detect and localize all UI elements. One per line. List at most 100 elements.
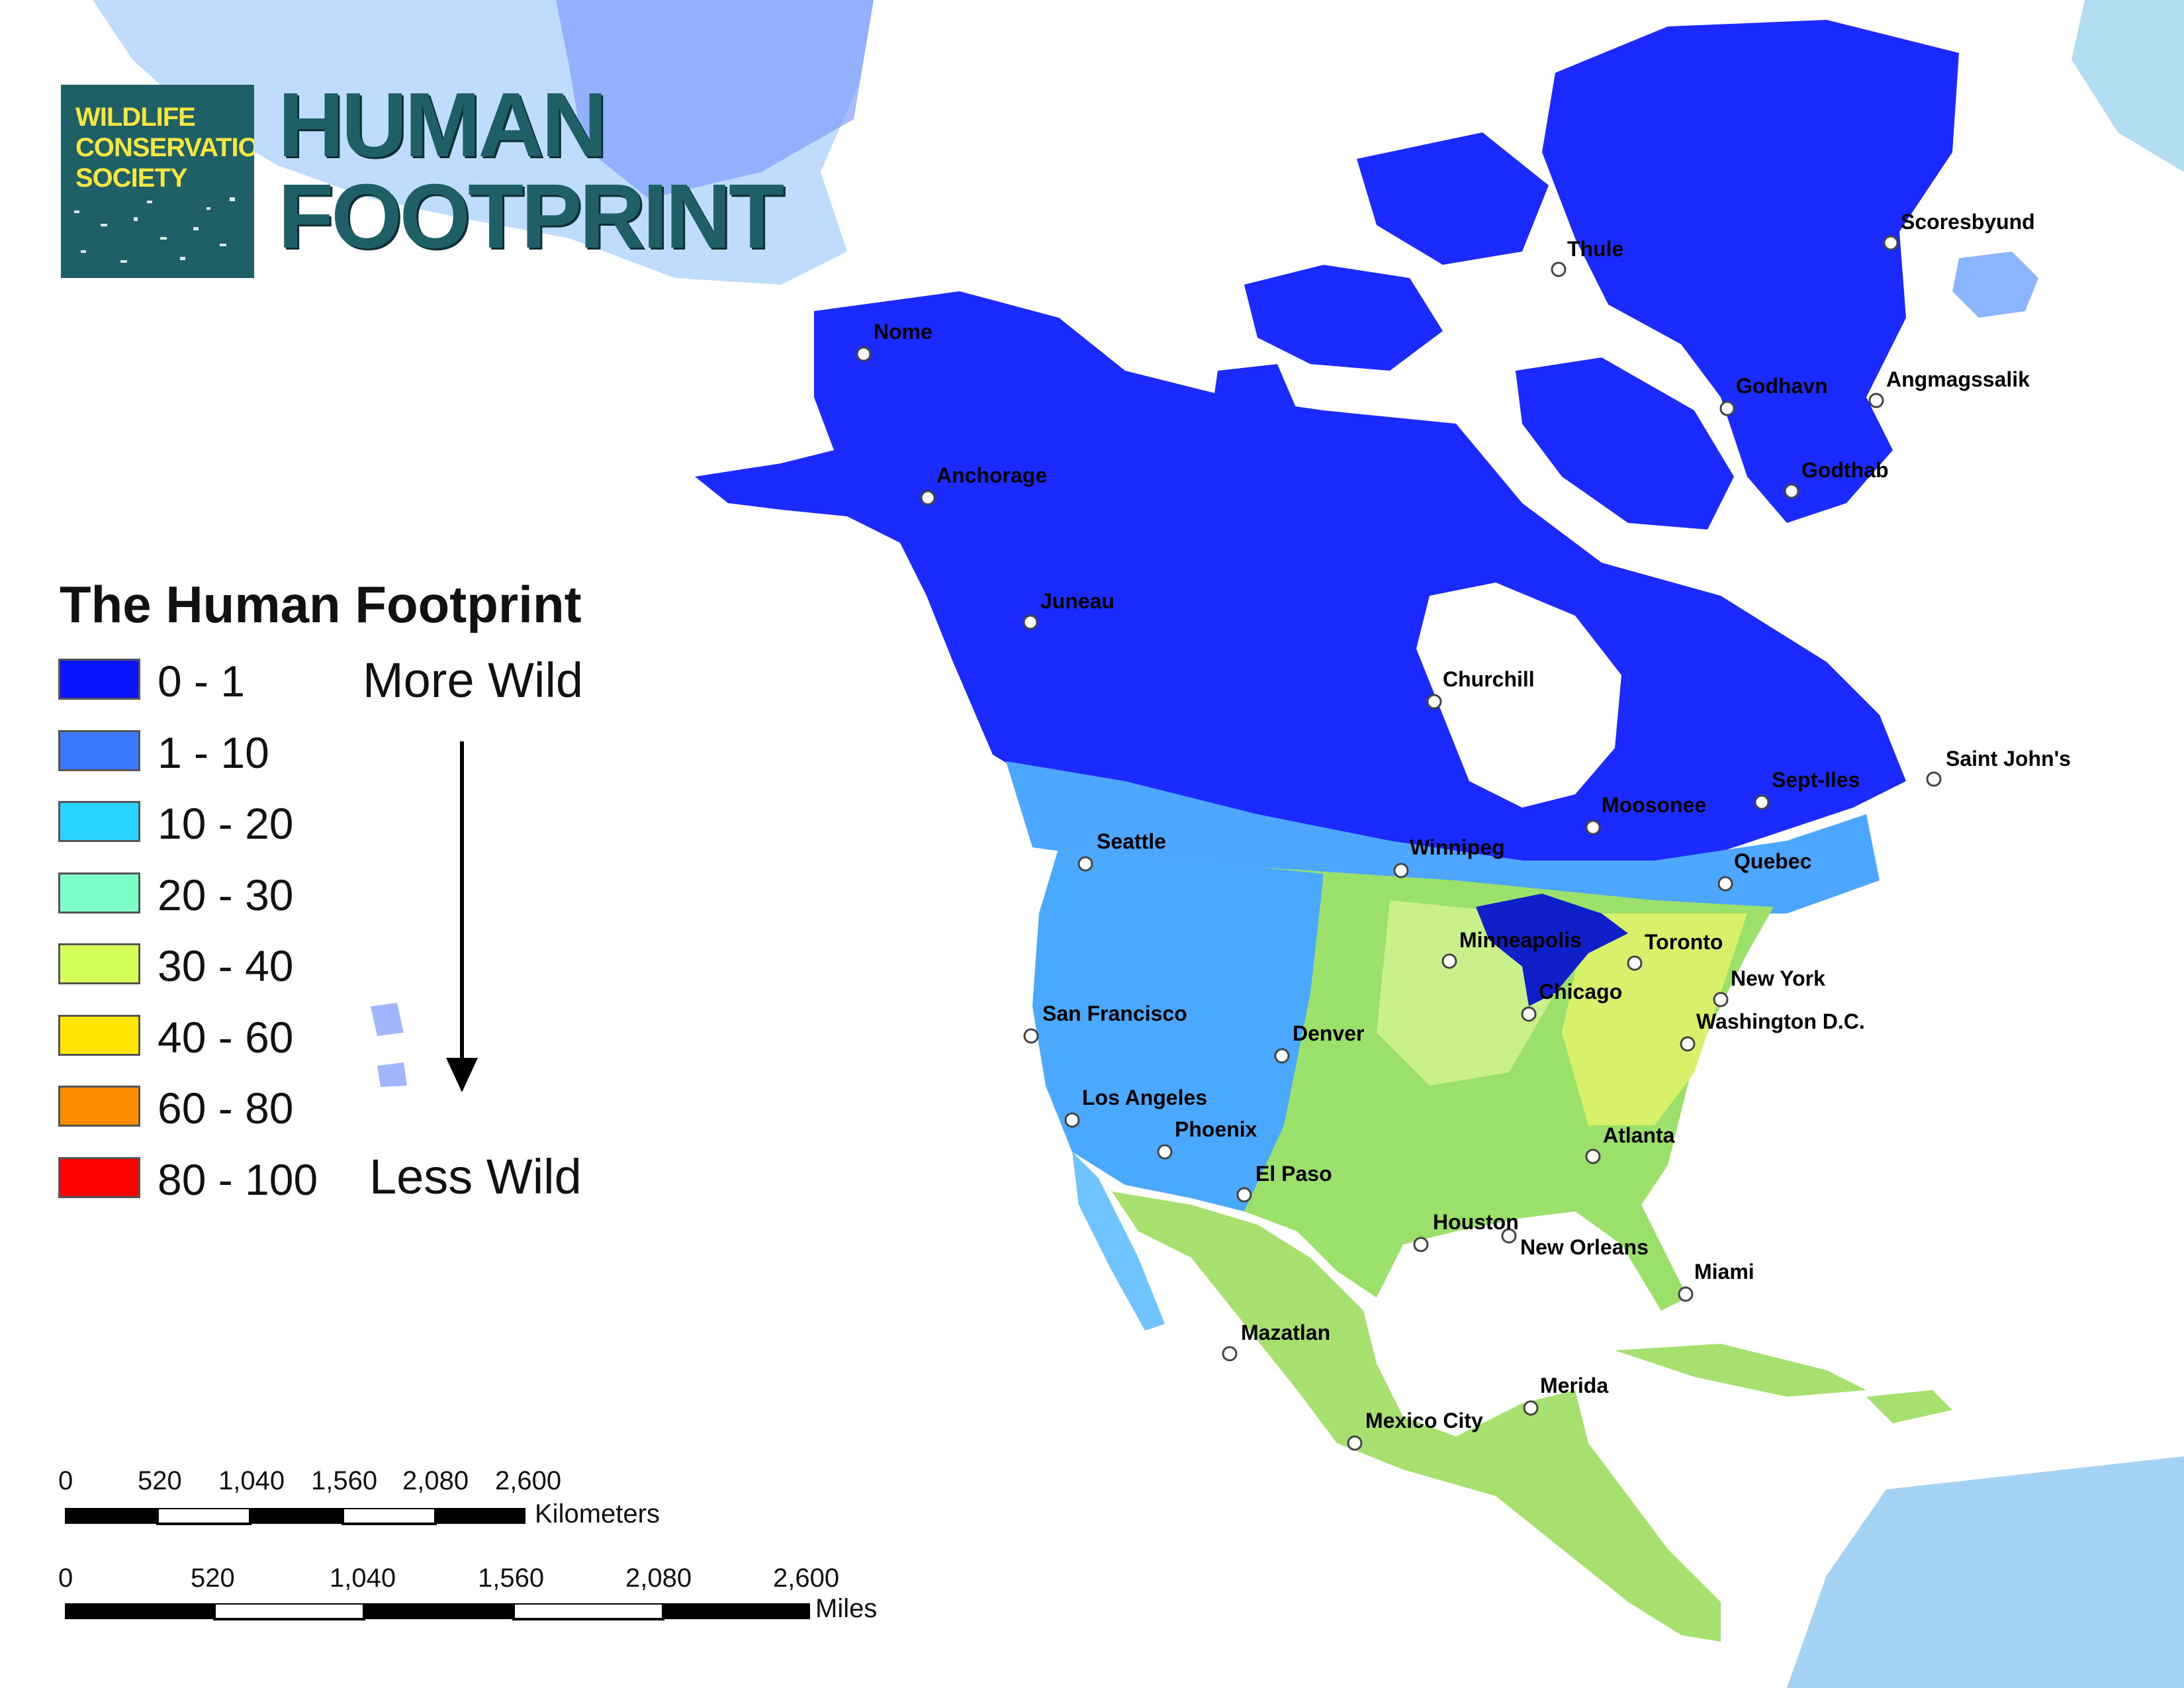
great-lakes — [1476, 894, 1628, 1006]
city-dot — [1393, 863, 1409, 878]
scale-km-tick: 2,600 — [495, 1466, 562, 1495]
city-dot — [1426, 694, 1442, 710]
city-dot — [1236, 1187, 1252, 1203]
europe-edge — [2071, 0, 2184, 172]
city-label-denver: Denver — [1293, 1021, 1365, 1045]
city-dot — [1678, 1286, 1694, 1302]
city-label-quebec: Quebec — [1734, 849, 1812, 873]
south-america-land — [1787, 1456, 2184, 1688]
city-dot — [1222, 1346, 1238, 1362]
city-label-churchill: Churchill — [1443, 667, 1535, 691]
southern-canada-band — [1006, 761, 1880, 914]
city-dot — [1585, 1149, 1601, 1164]
legend-swatch — [58, 730, 140, 771]
city-dot — [1883, 235, 1899, 251]
legend-label: 10 - 20 — [158, 799, 294, 848]
city-label-anchorage: Anchorage — [936, 463, 1048, 487]
city-label-mexico-city: Mexico City — [1365, 1409, 1483, 1432]
scale-mi-tick: 1,040 — [330, 1564, 396, 1593]
legend-label: 0 - 1 — [158, 657, 246, 706]
logo-line-2: CONSERVATION — [75, 133, 254, 162]
scale-mi-tick: 0 — [58, 1564, 73, 1593]
legend-label: 1 - 10 — [158, 728, 269, 777]
arctic-island-1 — [1244, 265, 1443, 371]
legend-swatch — [58, 1157, 140, 1198]
city-label-chicago: Chicago — [1539, 980, 1623, 1004]
scale-km-tick: 520 — [138, 1466, 182, 1495]
city-dot — [1501, 1228, 1517, 1244]
scale-mi-tick: 1,560 — [478, 1564, 545, 1593]
siberia-inner — [556, 0, 874, 199]
arctic-island-2 — [1357, 132, 1549, 265]
legend-swatch — [58, 801, 140, 842]
city-label-toronto: Toronto — [1645, 930, 1723, 954]
legend-label: 80 - 100 — [158, 1155, 318, 1204]
wildness-arrow — [446, 741, 478, 1092]
city-dot — [1077, 856, 1093, 872]
city-label-minneapolis: Minneapolis — [1459, 928, 1582, 952]
city-label-moosonee: Moosonee — [1602, 793, 1707, 817]
city-dot — [1274, 1048, 1290, 1064]
legend-title: The Human Footprint — [60, 575, 582, 633]
city-label-nome: Nome — [874, 320, 933, 344]
city-label-atlanta: Atlanta — [1603, 1123, 1675, 1147]
city-dot — [1441, 953, 1457, 969]
city-dot — [1064, 1112, 1080, 1128]
city-label-juneau: Juneau — [1040, 589, 1115, 613]
city-dot — [1551, 261, 1567, 277]
logo-line-1: WILDLIFE — [75, 103, 196, 132]
city-dot — [1523, 1400, 1539, 1416]
logo-pattern — [74, 197, 235, 263]
legend-label: 30 - 40 — [158, 941, 294, 990]
city-label-saint-johns: Saint John's — [1946, 747, 2071, 771]
city-dot — [1585, 820, 1601, 835]
city-label-seattle: Seattle — [1097, 829, 1166, 853]
cuba — [1615, 1344, 1866, 1397]
more-wild-label: More Wild — [363, 653, 584, 708]
scale-mi-tick: 2,080 — [625, 1564, 692, 1593]
city-dot — [1023, 614, 1038, 630]
legend-swatch — [58, 1086, 140, 1127]
city-label-los-angeles: Los Angeles — [1082, 1086, 1208, 1109]
legend-label: 40 - 60 — [158, 1013, 294, 1062]
us-west — [1032, 847, 1324, 1211]
scale-km-tick: 1,040 — [218, 1466, 285, 1495]
logo-text: WILDLIFE CONSERVATION SOCIETY — [75, 102, 254, 193]
city-dot — [1023, 1028, 1039, 1044]
legend-swatch — [58, 872, 140, 914]
city-dot — [1157, 1144, 1173, 1160]
map-title: HUMAN FOOTPRINT — [278, 74, 784, 267]
hawaii-2 — [377, 1062, 407, 1087]
hudson-bay — [1416, 583, 1621, 808]
city-dot — [1784, 483, 1799, 499]
wcs-logo: WILDLIFE CONSERVATION SOCIETY — [61, 85, 254, 278]
city-dot — [1521, 1006, 1537, 1022]
city-label-godhavn: Godhavn — [1736, 374, 1828, 398]
scale-mi-unit: Miles — [815, 1594, 878, 1623]
city-dot — [1926, 771, 1942, 787]
title-line-1: HUMAN — [278, 74, 608, 176]
city-dot — [1347, 1435, 1363, 1451]
city-dot — [1713, 992, 1729, 1008]
iceland — [1952, 252, 2038, 318]
city-label-miami: Miami — [1694, 1260, 1754, 1284]
city-label-angmagssalik: Angmagssalik — [1886, 367, 2030, 391]
city-label-merida: Merida — [1540, 1374, 1609, 1397]
scale-km-unit: Kilometers — [535, 1499, 660, 1528]
city-label-new-york: New York — [1731, 966, 1825, 990]
city-label-godthab: Godthab — [1801, 458, 1889, 482]
legend-label: 60 - 80 — [158, 1084, 294, 1133]
scale-mi-tick: 520 — [191, 1564, 235, 1593]
city-label-san-francisco: San Francisco — [1042, 1002, 1187, 1025]
title-line-2: FOOTPRINT — [278, 165, 784, 267]
city-dot — [856, 346, 872, 362]
greenland — [1542, 20, 1959, 523]
city-label-el-paso: El Paso — [1255, 1162, 1332, 1186]
city-label-winnipeg: Winnipeg — [1410, 835, 1505, 859]
city-dot — [1627, 955, 1643, 971]
city-dot — [1754, 794, 1770, 810]
city-label-phoenix: Phoenix — [1175, 1117, 1257, 1141]
city-label-new-orleans: New Orleans — [1520, 1235, 1649, 1259]
